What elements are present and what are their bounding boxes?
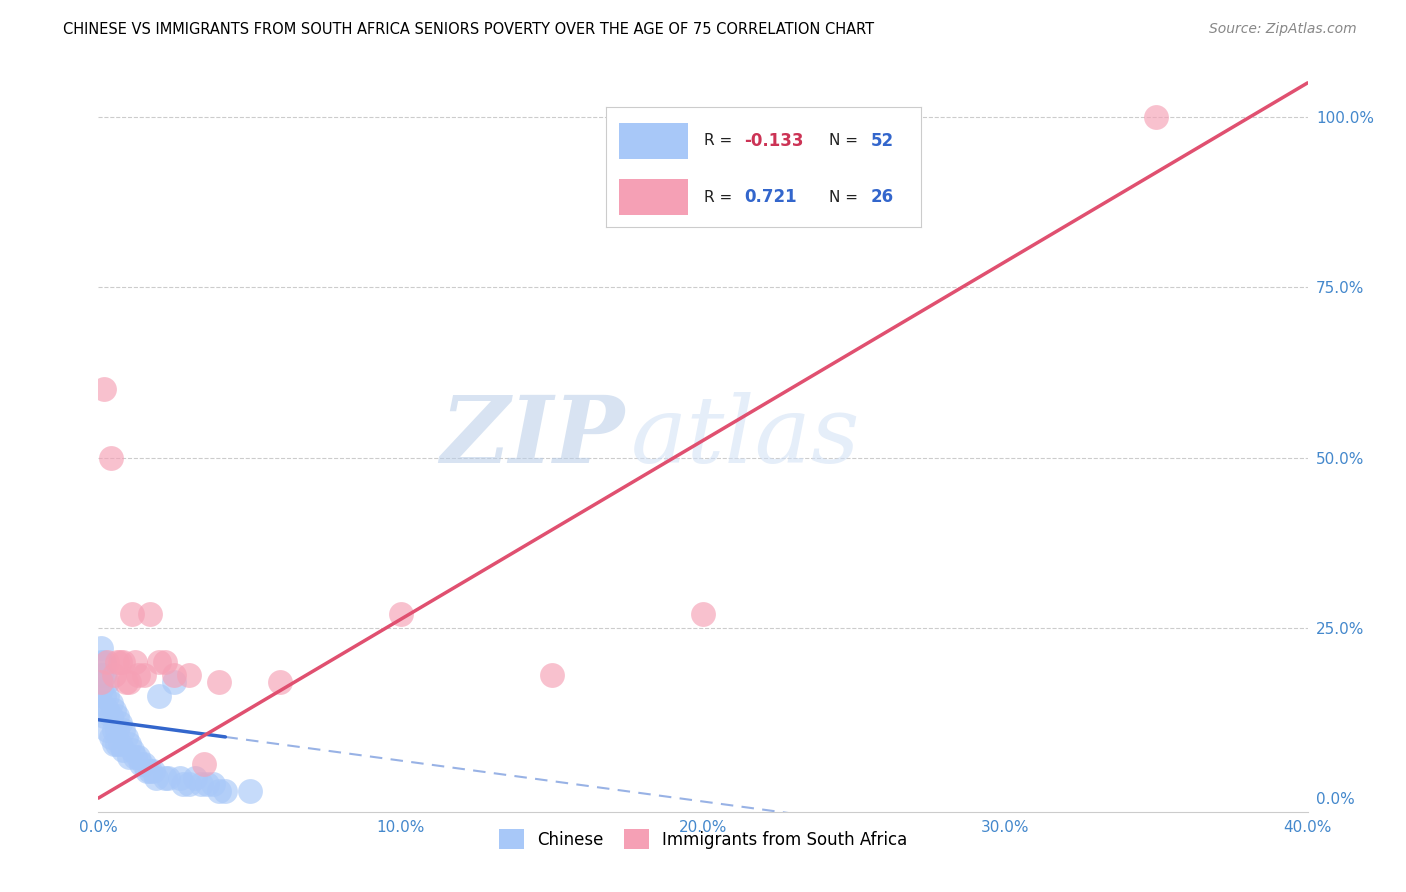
Point <box>269 675 291 690</box>
Point <box>153 771 176 785</box>
Point <box>103 702 125 716</box>
Point <box>1144 110 1167 124</box>
Point <box>127 750 149 764</box>
Point <box>124 750 146 764</box>
Point <box>121 743 143 757</box>
Point <box>114 730 136 744</box>
Point <box>214 784 236 798</box>
Point <box>118 675 141 690</box>
Point <box>127 668 149 682</box>
Point <box>139 607 162 622</box>
Text: CHINESE VS IMMIGRANTS FROM SOUTH AFRICA SENIORS POVERTY OVER THE AGE OF 75 CORRE: CHINESE VS IMMIGRANTS FROM SOUTH AFRICA … <box>63 22 875 37</box>
Point <box>239 784 262 798</box>
Text: Source: ZipAtlas.com: Source: ZipAtlas.com <box>1209 22 1357 37</box>
Point <box>202 777 225 791</box>
Point <box>100 696 122 710</box>
Point <box>389 607 412 622</box>
Point <box>190 777 212 791</box>
Point <box>90 682 112 697</box>
Point <box>163 675 186 690</box>
Point <box>105 737 128 751</box>
Point <box>93 709 115 723</box>
Point <box>132 668 155 682</box>
Point <box>108 737 131 751</box>
Point <box>96 723 118 737</box>
Point <box>195 777 218 791</box>
Point <box>111 743 134 757</box>
Point <box>90 668 112 682</box>
Point <box>90 675 112 690</box>
Point <box>163 668 186 682</box>
Point <box>208 784 231 798</box>
Point <box>148 655 170 669</box>
Point <box>148 689 170 703</box>
Point <box>108 716 131 731</box>
Point <box>93 655 115 669</box>
Legend: Chinese, Immigrants from South Africa: Chinese, Immigrants from South Africa <box>492 822 914 855</box>
Point <box>103 737 125 751</box>
Point <box>540 668 562 682</box>
Point <box>692 607 714 622</box>
Point <box>153 655 176 669</box>
Point <box>111 723 134 737</box>
Point <box>169 771 191 785</box>
Point <box>100 709 122 723</box>
Point <box>121 607 143 622</box>
Point <box>118 750 141 764</box>
Point <box>179 777 201 791</box>
Point <box>172 777 194 791</box>
Point <box>179 668 201 682</box>
Point <box>105 723 128 737</box>
Point <box>90 696 112 710</box>
Point <box>129 757 152 772</box>
Point <box>135 764 157 778</box>
Point <box>93 689 115 703</box>
Point <box>145 771 167 785</box>
Point <box>96 655 118 669</box>
Point <box>108 655 131 669</box>
Point <box>193 757 215 772</box>
Point <box>124 655 146 669</box>
Point <box>208 675 231 690</box>
Point <box>114 675 136 690</box>
Point <box>132 757 155 772</box>
Point <box>111 655 134 669</box>
Point <box>90 641 112 656</box>
Point <box>118 737 141 751</box>
Point <box>139 764 162 778</box>
Point <box>142 764 165 778</box>
Point <box>96 702 118 716</box>
Text: atlas: atlas <box>630 392 860 482</box>
Text: ZIP: ZIP <box>440 392 624 482</box>
Point <box>156 771 179 785</box>
Point <box>184 771 207 785</box>
Point <box>93 383 115 397</box>
Point <box>103 668 125 682</box>
Point <box>93 668 115 682</box>
Point <box>90 655 112 669</box>
Point <box>100 450 122 465</box>
Point <box>100 730 122 744</box>
Point <box>105 655 128 669</box>
Point <box>96 675 118 690</box>
Point <box>105 709 128 723</box>
Point <box>103 723 125 737</box>
Point <box>96 689 118 703</box>
